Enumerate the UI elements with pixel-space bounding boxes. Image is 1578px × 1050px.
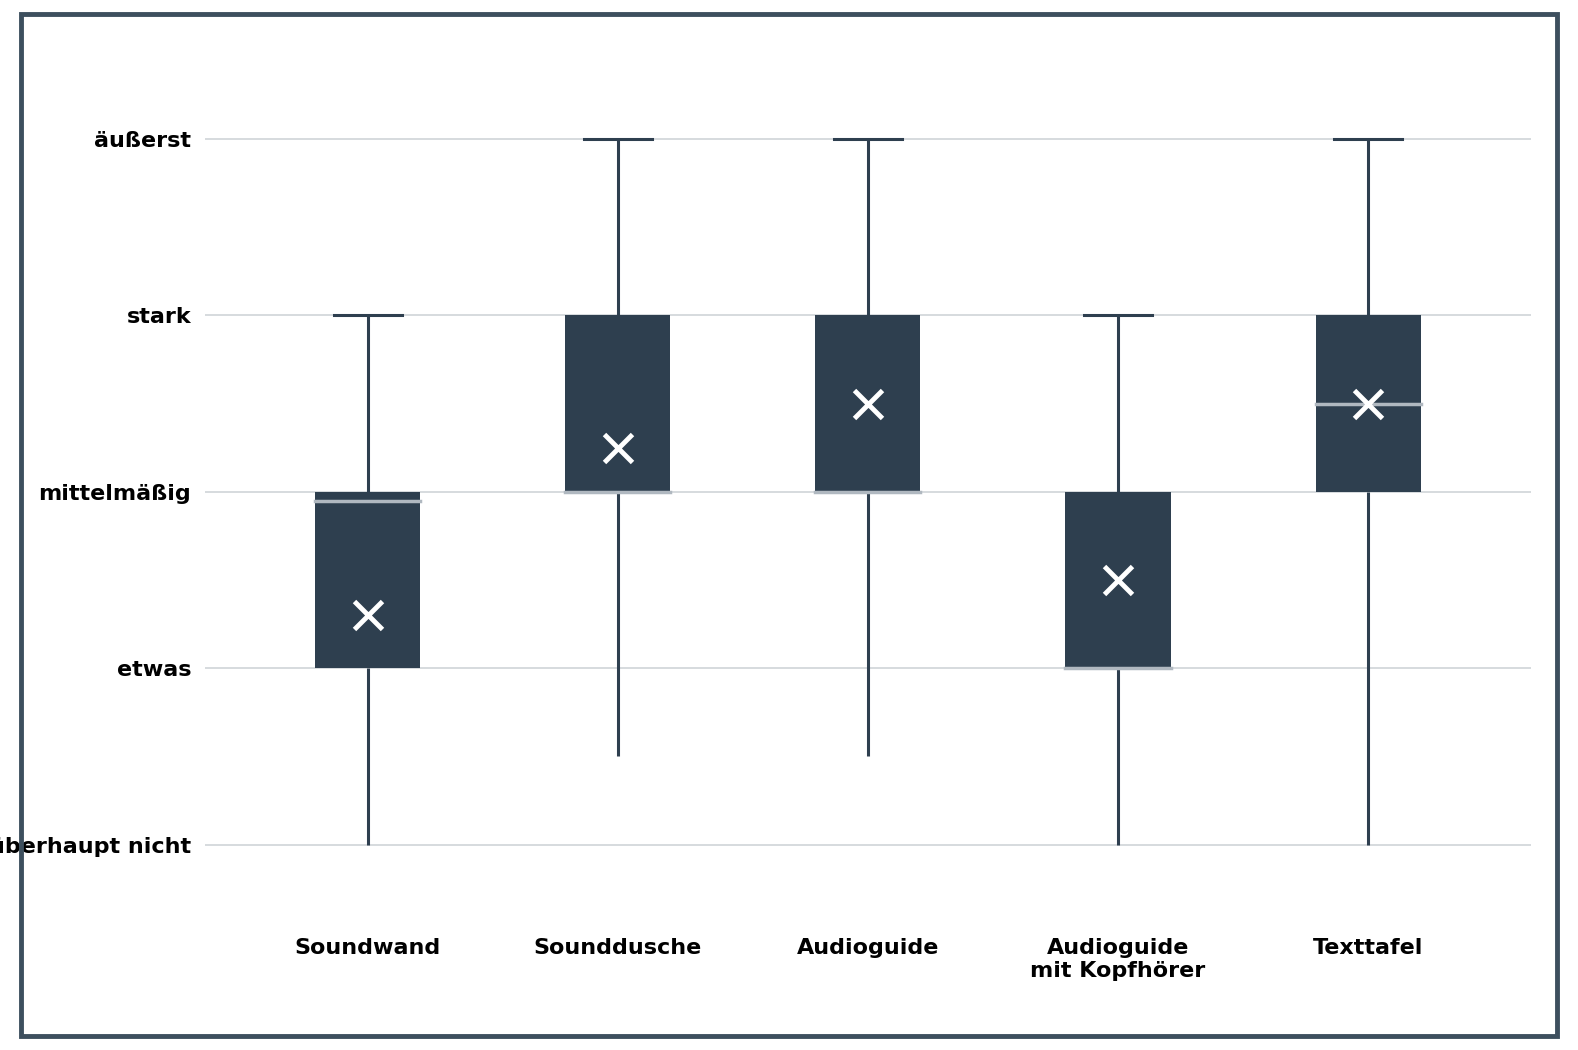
Bar bbox=[816, 315, 920, 491]
Bar bbox=[565, 315, 671, 491]
Bar bbox=[1065, 491, 1171, 668]
Bar bbox=[1316, 315, 1420, 491]
Bar bbox=[316, 491, 420, 668]
